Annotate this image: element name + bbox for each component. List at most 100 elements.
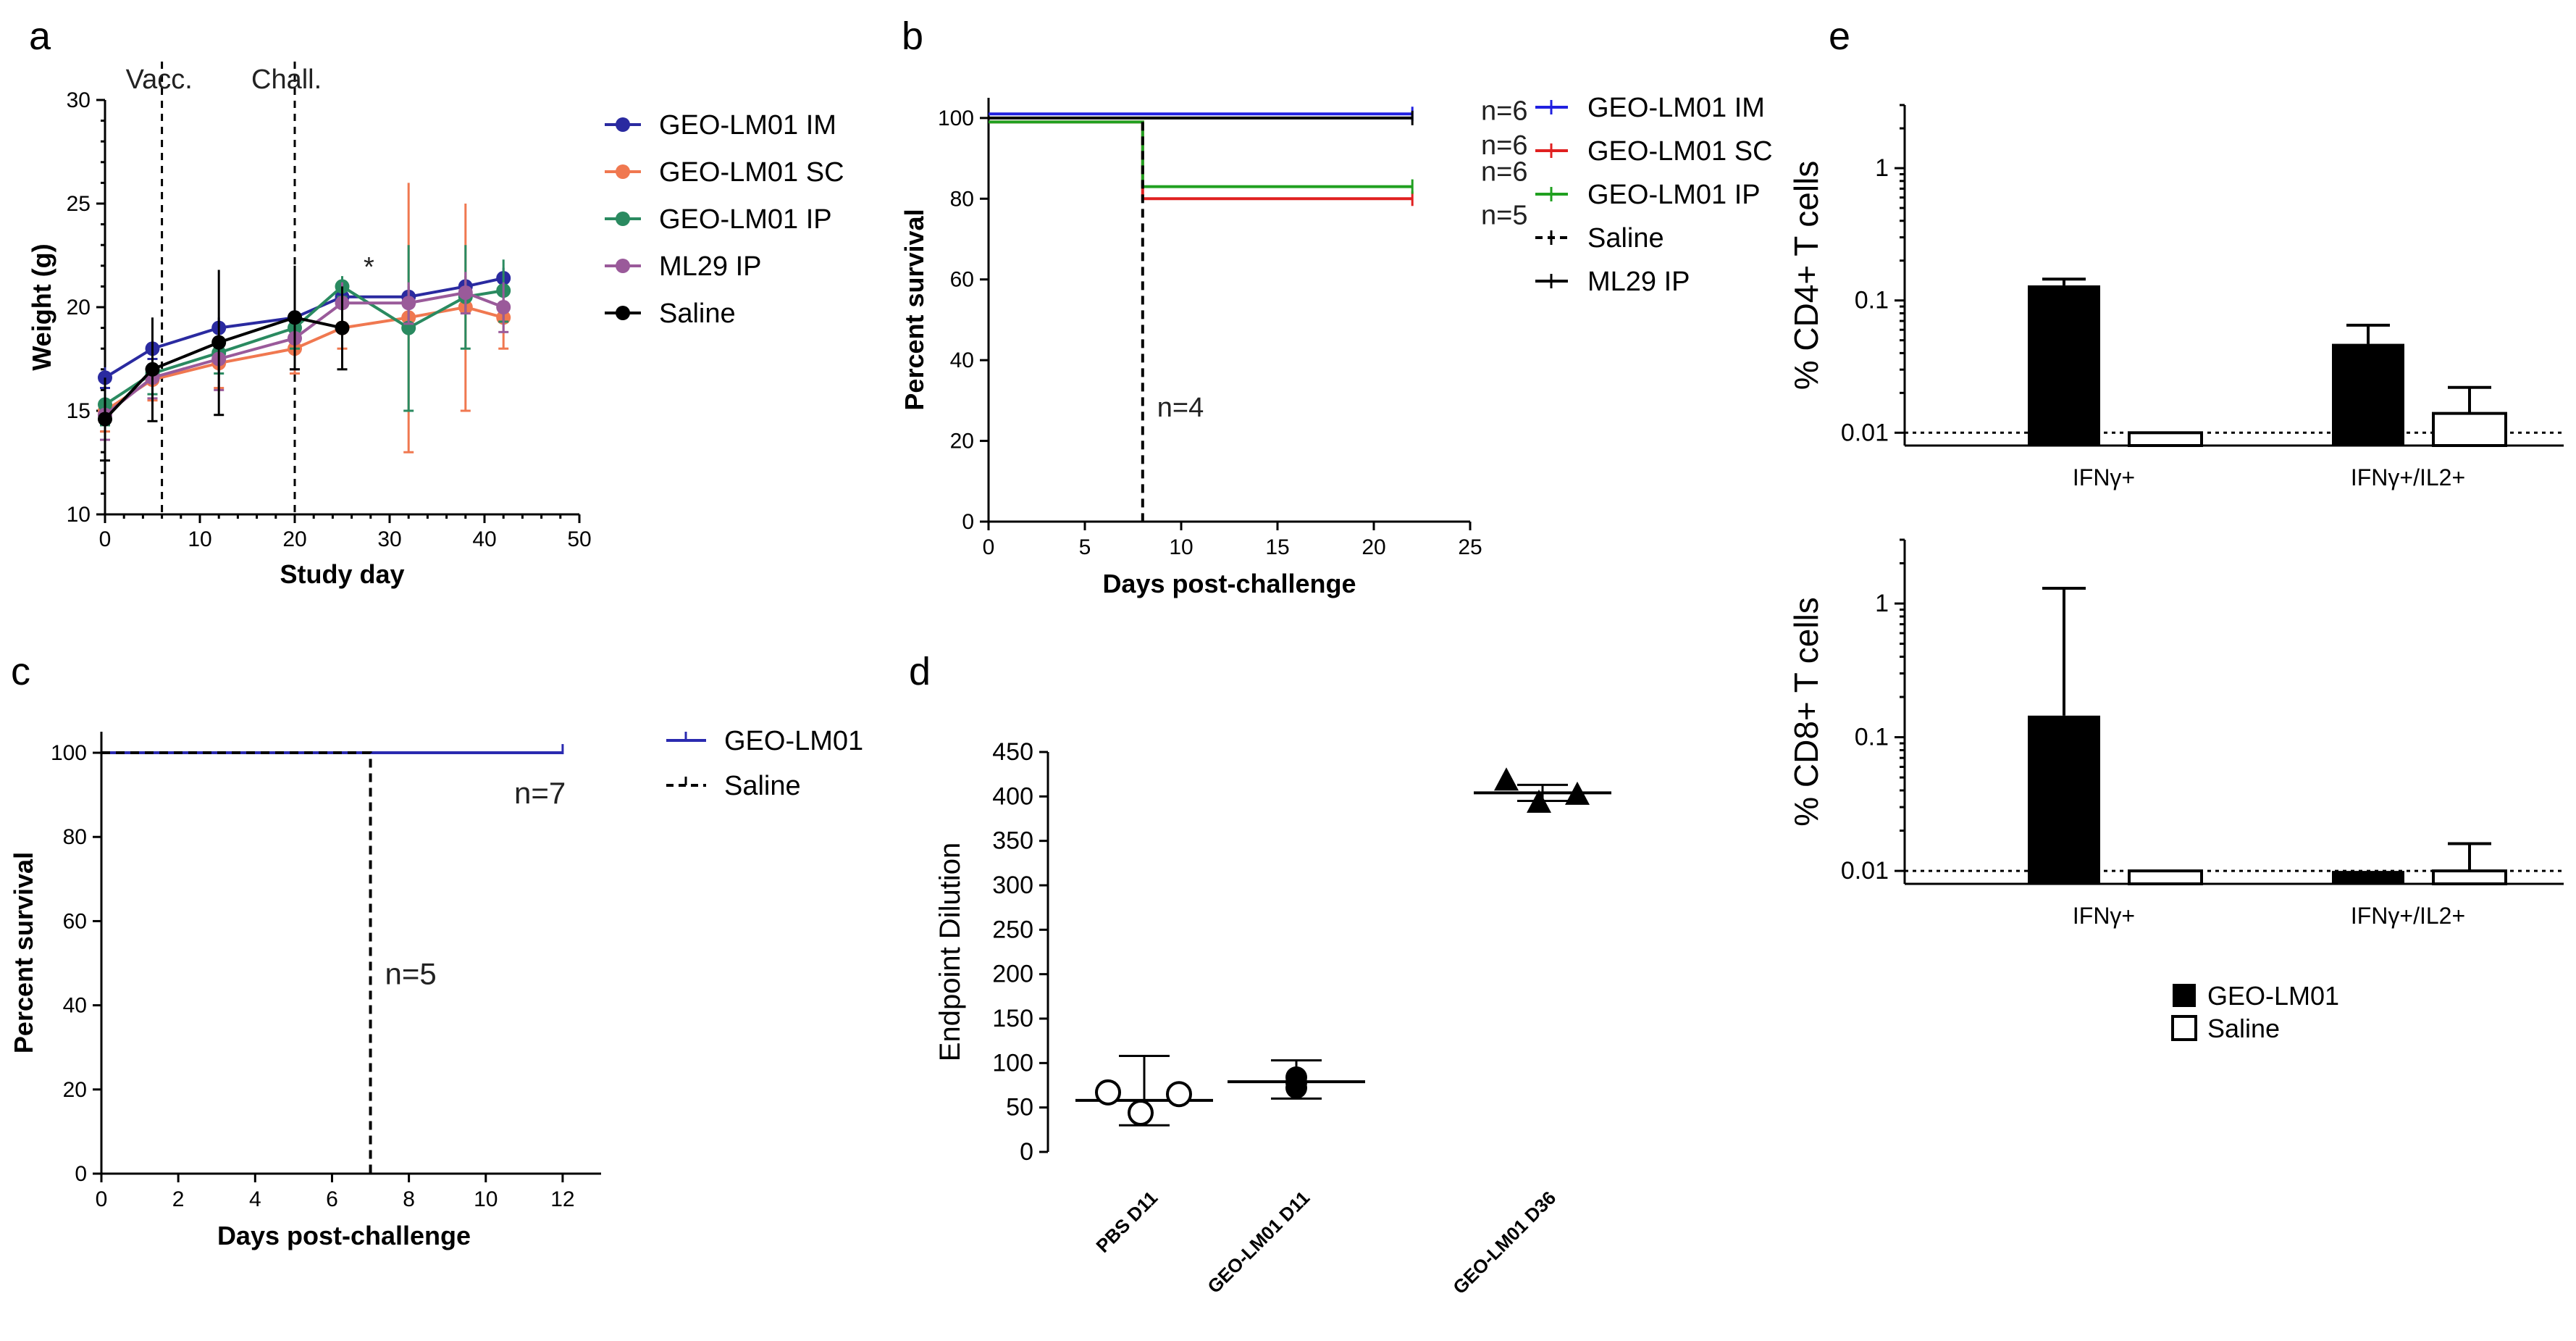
bar-saline	[2128, 869, 2203, 886]
y-tick-label: 450	[992, 738, 1033, 766]
series-geo-lm01-ip: n=6	[989, 120, 1527, 194]
y-tick-label: 60	[63, 909, 87, 933]
x-axis-title: Days post-challenge	[1102, 569, 1356, 598]
y-tick-label: 0	[75, 1162, 87, 1186]
y-tick-label: 0	[962, 510, 974, 534]
chart-cd8: 0.01 0.1 1 % CD8+ T cells IFNγ+ IFNγ+/IL2+	[1787, 538, 2564, 929]
x-tick-label: 20	[1362, 535, 1385, 559]
y-tick-label: 80	[950, 187, 974, 211]
x-category-label: IFNγ+	[2073, 464, 2135, 490]
y-tick-label: 1	[1875, 590, 1889, 617]
x-tick-label: 0	[983, 535, 995, 559]
panel-b: b 0 20 40 60 80 100 0 5 10 15 20 25 Days post-challen…	[899, 14, 1773, 598]
data-point	[401, 296, 416, 311]
x-tick-label: 15	[1265, 535, 1289, 559]
series-geo-lm01-ip	[98, 245, 511, 427]
y-tick-label: 80	[63, 825, 87, 849]
legend-label: ML29 IP	[1587, 267, 1690, 297]
series-line	[104, 284, 504, 406]
x-category-label: GEO-LM01 D36	[1448, 1187, 1560, 1298]
bar-geo-lm01	[2332, 343, 2404, 446]
y-tick-label: 0.01	[1841, 419, 1889, 446]
x-category-label: IFNγ+/IL2+	[2351, 464, 2465, 490]
x-category-label: IFNγ+	[2073, 903, 2135, 929]
y-tick-label: 100	[992, 1049, 1033, 1077]
y-tick-label: 40	[950, 348, 974, 372]
x-tick-label: 10	[188, 527, 211, 551]
panel-c: c 0 20 40 60 80 100 0 2 4 6 8 10 12 Days post-challeng…	[9, 650, 863, 1250]
legend-label: GEO-LM01 SC	[659, 157, 844, 188]
series-saline	[98, 265, 350, 462]
legend-marker	[616, 306, 630, 320]
x-tick-label: 25	[1458, 535, 1482, 559]
data-point	[1095, 1079, 1121, 1106]
n-label: n=6	[1481, 96, 1527, 126]
series-line	[104, 305, 504, 412]
y-tick-label: 400	[992, 782, 1033, 810]
y-axis-title: Weight (g)	[27, 243, 56, 370]
significance-star: *	[364, 252, 374, 283]
bar-saline	[2432, 869, 2507, 886]
x-tick-label: 30	[377, 527, 401, 551]
y-tick-label: 60	[950, 268, 974, 292]
x-tick-label: 40	[472, 527, 496, 551]
n-label: n=5	[1481, 200, 1527, 230]
y-axis-title: Endpoint Dilution	[934, 843, 966, 1061]
data-point	[496, 300, 511, 314]
y-tick-label: 150	[992, 1005, 1033, 1032]
y-tick-label: 0.1	[1855, 724, 1889, 751]
legend-label: Saline	[1587, 223, 1664, 254]
y-axis-title: Percent survival	[9, 852, 38, 1053]
y-tick-label: 0.1	[1855, 287, 1889, 314]
y-tick-label: 15	[67, 399, 91, 423]
legend-label: GEO-LM01 IP	[1587, 180, 1761, 210]
group-pbs-d11	[1075, 1055, 1213, 1127]
data-point	[1494, 767, 1519, 791]
data-point	[1527, 789, 1551, 813]
x-category-label: IFNγ+/IL2+	[2351, 903, 2465, 929]
data-point	[288, 310, 302, 325]
vline-label-1: Chall.	[251, 64, 322, 95]
legend-label: GEO-LM01 SC	[1587, 136, 1773, 167]
x-tick-label: 12	[550, 1187, 574, 1211]
group-geo-lm01-d11	[1228, 1059, 1365, 1100]
bar-saline	[2432, 412, 2507, 448]
y-tick-label: 1	[1875, 154, 1889, 182]
legend-marker	[616, 259, 630, 273]
x-tick-label: 4	[249, 1187, 261, 1211]
n-label: n=7	[514, 776, 566, 810]
panel-letter-e: e	[1829, 14, 1850, 58]
legend-label: Saline	[724, 771, 801, 801]
y-tick-label: 100	[51, 741, 87, 765]
legend-label: GEO-LM01	[2207, 981, 2339, 1011]
group-geo-lm01-d36	[1474, 767, 1611, 813]
y-tick-label: 10	[67, 503, 91, 527]
panel-letter-d: d	[909, 650, 931, 693]
panel-a: a 10 15 20 25 30 0 10 20 30 40 50 Study day Weight (g…	[27, 14, 844, 589]
bar-geo-lm01	[2332, 871, 2404, 884]
chart-cd4: 0.01 0.1 1 % CD4+ T cells IFNγ+ IFNγ+/IL2+	[1787, 104, 2564, 490]
y-axis-title: Percent survival	[899, 209, 929, 410]
data-point	[98, 412, 112, 427]
legend-label: Saline	[2207, 1014, 2280, 1043]
panel-letter-a: a	[29, 14, 51, 58]
data-point	[1565, 781, 1590, 805]
vline-label-0: Vacc.	[126, 64, 193, 95]
x-axis-title: Days post-challenge	[217, 1221, 471, 1250]
y-tick-label: 30	[67, 88, 91, 112]
y-tick-label: 20	[950, 430, 974, 454]
data-point	[211, 335, 227, 350]
legend-label: GEO-LM01 IM	[659, 110, 836, 141]
bar-geo-lm01	[2028, 715, 2100, 884]
x-tick-label: 10	[1169, 535, 1193, 559]
data-point	[1128, 1100, 1154, 1127]
panel-letter-c: c	[11, 650, 30, 693]
legend-marker	[616, 164, 630, 179]
survival-line	[989, 120, 1413, 188]
n-label: n=5	[385, 957, 437, 991]
y-tick-label: 200	[992, 961, 1033, 988]
y-tick-label: 20	[63, 1078, 87, 1102]
series-saline: n=5	[101, 751, 437, 1174]
legend-marker	[616, 212, 630, 226]
